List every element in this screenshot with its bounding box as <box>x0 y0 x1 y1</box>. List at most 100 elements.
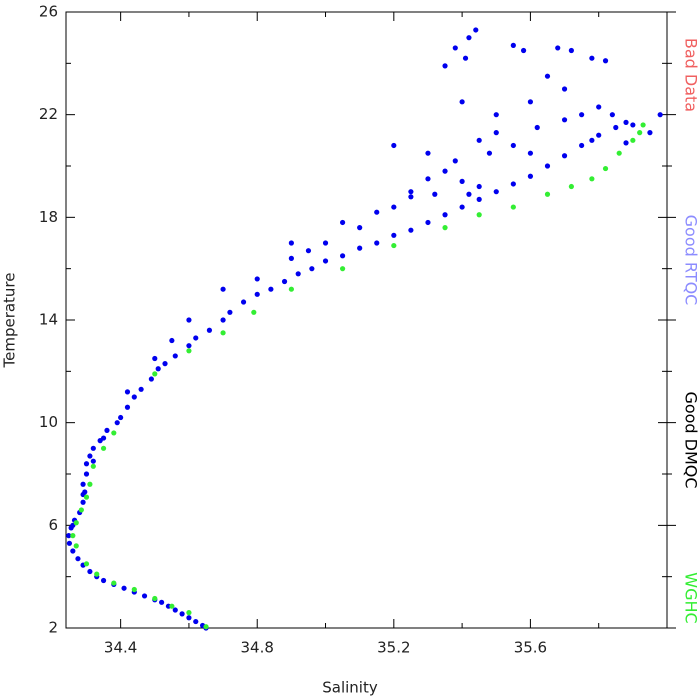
data-point <box>141 593 148 599</box>
data-point <box>100 445 107 451</box>
data-point <box>527 173 534 179</box>
data-point <box>602 165 609 172</box>
data-point <box>179 611 185 617</box>
data-point <box>73 520 79 526</box>
data-point <box>114 420 120 426</box>
data-point <box>647 130 653 136</box>
data-point <box>520 47 527 54</box>
data-point <box>466 191 472 197</box>
plot-frame <box>65 11 668 629</box>
data-point <box>295 271 301 277</box>
data-point <box>203 624 209 630</box>
data-point <box>391 242 397 249</box>
data-point <box>90 458 96 464</box>
data-point <box>609 112 615 118</box>
data-point <box>408 189 414 195</box>
data-point <box>374 209 380 215</box>
data-point <box>83 471 90 477</box>
data-point <box>459 204 465 210</box>
data-point <box>408 227 414 233</box>
data-point <box>476 196 482 202</box>
data-point <box>534 124 540 131</box>
y-axis-label: Temperature <box>1 272 19 368</box>
data-point <box>544 73 551 79</box>
data-point <box>630 137 636 143</box>
data-point <box>339 253 346 259</box>
data-point <box>510 204 516 210</box>
data-point <box>452 45 458 51</box>
data-point <box>476 183 482 190</box>
data-point <box>510 181 516 187</box>
data-point <box>80 481 86 487</box>
data-point <box>561 117 568 123</box>
y-tick-label: 2 <box>48 619 58 637</box>
data-point <box>220 330 226 336</box>
data-point <box>90 463 96 469</box>
data-point <box>186 343 192 349</box>
data-point <box>322 240 329 246</box>
data-point <box>111 430 117 436</box>
data-point <box>240 299 247 305</box>
y-tick-label: 14 <box>39 311 58 329</box>
data-point <box>111 580 117 586</box>
data-point <box>623 119 629 125</box>
data-point <box>251 309 257 315</box>
data-point <box>66 540 73 546</box>
data-point <box>90 445 96 451</box>
data-point <box>596 104 602 110</box>
data-point <box>616 150 622 156</box>
data-point <box>131 586 137 593</box>
data-point <box>254 291 260 297</box>
data-point <box>339 219 346 226</box>
data-point <box>476 212 482 218</box>
data-point <box>589 55 595 61</box>
data-point <box>169 603 175 609</box>
data-point <box>169 337 175 344</box>
data-point <box>193 618 199 625</box>
data-point <box>391 142 397 149</box>
data-point <box>486 150 493 156</box>
data-point <box>473 27 479 33</box>
data-point <box>75 556 81 562</box>
data-point <box>186 317 192 323</box>
data-point <box>527 99 534 105</box>
data-point <box>309 266 315 272</box>
x-tick-label: 35.6 <box>514 639 547 657</box>
data-point <box>121 585 127 591</box>
data-point <box>568 183 574 190</box>
data-point <box>322 258 329 264</box>
data-point <box>442 225 448 231</box>
data-point <box>493 112 499 118</box>
data-point <box>118 414 124 421</box>
data-point <box>510 42 516 48</box>
data-point <box>288 255 294 261</box>
legend-label: Good RTQC <box>682 215 700 306</box>
data-point <box>613 124 619 131</box>
data-point <box>510 142 516 149</box>
y-tick-label: 10 <box>39 413 58 431</box>
data-point <box>305 248 312 254</box>
data-point <box>73 543 79 549</box>
data-point <box>596 132 602 138</box>
data-point <box>66 533 72 539</box>
data-point <box>83 461 90 467</box>
data-point <box>462 55 469 61</box>
data-point <box>162 361 168 367</box>
data-point <box>148 376 154 382</box>
data-point <box>220 286 226 292</box>
data-point <box>602 58 609 64</box>
y-tick-label: 22 <box>39 105 58 123</box>
data-point <box>159 599 165 605</box>
data-point <box>124 389 131 395</box>
data-point <box>527 150 534 156</box>
data-point <box>425 150 431 156</box>
data-point <box>561 86 568 92</box>
data-point <box>104 427 110 433</box>
data-point <box>138 386 144 392</box>
data-point <box>637 130 643 136</box>
data-point <box>152 595 158 602</box>
x-tick-label: 34.4 <box>104 639 137 657</box>
legend-label: Bad Data <box>682 38 700 112</box>
data-point <box>442 168 448 174</box>
data-point <box>432 191 438 197</box>
